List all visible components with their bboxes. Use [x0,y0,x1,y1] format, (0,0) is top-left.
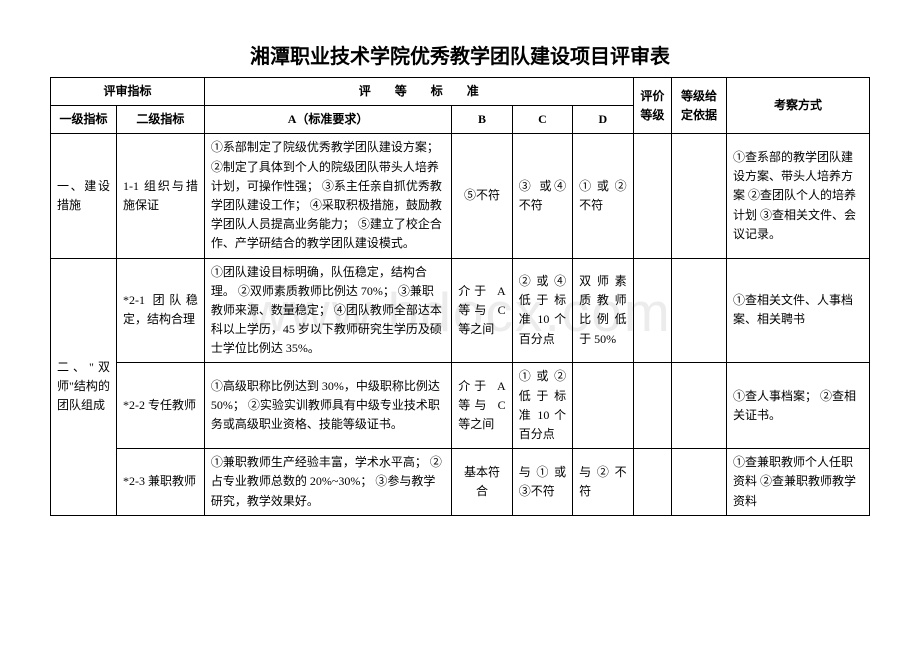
cell-basis [672,134,727,258]
cell-c: ①或②低于标准 10 个百分点 [512,363,572,449]
cell-level2: *2-1 团队稳定，结构合理 [116,258,204,363]
hdr-method: 考察方式 [727,78,870,134]
evaluation-table: 评审指标 评 等 标 准 评价等级 等级给定依据 考察方式 一级指标 二级指标 … [50,77,870,516]
cell-a: ①高级职称比例达到 30%，中级职称比例达 50%； ②实验实训教师具有中级专业… [204,363,451,449]
hdr-eval-indicator: 评审指标 [51,78,205,106]
hdr-level2: 二级指标 [116,106,204,134]
cell-eval [633,134,671,258]
header-row-1: 评审指标 评 等 标 准 评价等级 等级给定依据 考察方式 [51,78,870,106]
hdr-b: B [452,106,512,134]
hdr-d: D [573,106,633,134]
hdr-c: C [512,106,572,134]
cell-a: ①系部制定了院级优秀教学团队建设方案； ②制定了具体到个人的院级团队带头人培养计… [204,134,451,258]
cell-c: ③ 或④不符 [512,134,572,258]
cell-method: ①查兼职教师个人任职资料 ②查兼职教师教学资料 [727,449,870,516]
cell-d: ①或②不符 [573,134,633,258]
cell-a: ①团队建设目标明确，队伍稳定，结构合理。 ②双师素质教师比例达 70%； ③兼职… [204,258,451,363]
cell-method: ①查人事档案； ②查相关证书。 [727,363,870,449]
table-row: 一、建设措施 1-1 组织与措施保证 ①系部制定了院级优秀教学团队建设方案； ②… [51,134,870,258]
hdr-a: A（标准要求） [204,106,451,134]
cell-b: 介于 A 等与 C 等之间 [452,363,512,449]
cell-level1: 一、建设措施 [51,134,117,258]
table-row: *2-3 兼职教师 ①兼职教师生产经验丰富，学术水平高； ②占专业教师总数的 2… [51,449,870,516]
table-row: 二、"双师"结构的团队组成 *2-1 团队稳定，结构合理 ①团队建设目标明确，队… [51,258,870,363]
cell-level2: *2-2 专任教师 [116,363,204,449]
cell-c: 与①或③不符 [512,449,572,516]
table-row: *2-2 专任教师 ①高级职称比例达到 30%，中级职称比例达 50%； ②实验… [51,363,870,449]
cell-c: ②或④低于标准 10 个百分点 [512,258,572,363]
cell-b: ⑤不符 [452,134,512,258]
cell-eval [633,258,671,363]
cell-eval [633,363,671,449]
cell-method: ①查相关文件、人事档案、相关聘书 [727,258,870,363]
cell-method: ①查系部的教学团队建设方案、带头人培养方案 ②查团队个人的培养计划 ③查相关文件… [727,134,870,258]
hdr-level1: 一级指标 [51,106,117,134]
cell-d: 与②不符 [573,449,633,516]
cell-level2: *2-3 兼职教师 [116,449,204,516]
cell-a: ①兼职教师生产经验丰富，学术水平高； ②占专业教师总数的 20%~30%； ③参… [204,449,451,516]
cell-basis [672,363,727,449]
cell-d: 双师素质教师比例低于 50% [573,258,633,363]
cell-basis [672,449,727,516]
cell-d [573,363,633,449]
cell-basis [672,258,727,363]
cell-level2: 1-1 组织与措施保证 [116,134,204,258]
hdr-grade-basis: 等级给定依据 [672,78,727,134]
cell-eval [633,449,671,516]
hdr-eval-level: 评价等级 [633,78,671,134]
hdr-eval-standard: 评 等 标 准 [204,78,633,106]
page-title: 湘潭职业技术学院优秀教学团队建设项目评审表 [50,40,870,69]
cell-level1: 二、"双师"结构的团队组成 [51,258,117,515]
cell-b: 基本符合 [452,449,512,516]
cell-b: 介于 A 等与 C 等之间 [452,258,512,363]
